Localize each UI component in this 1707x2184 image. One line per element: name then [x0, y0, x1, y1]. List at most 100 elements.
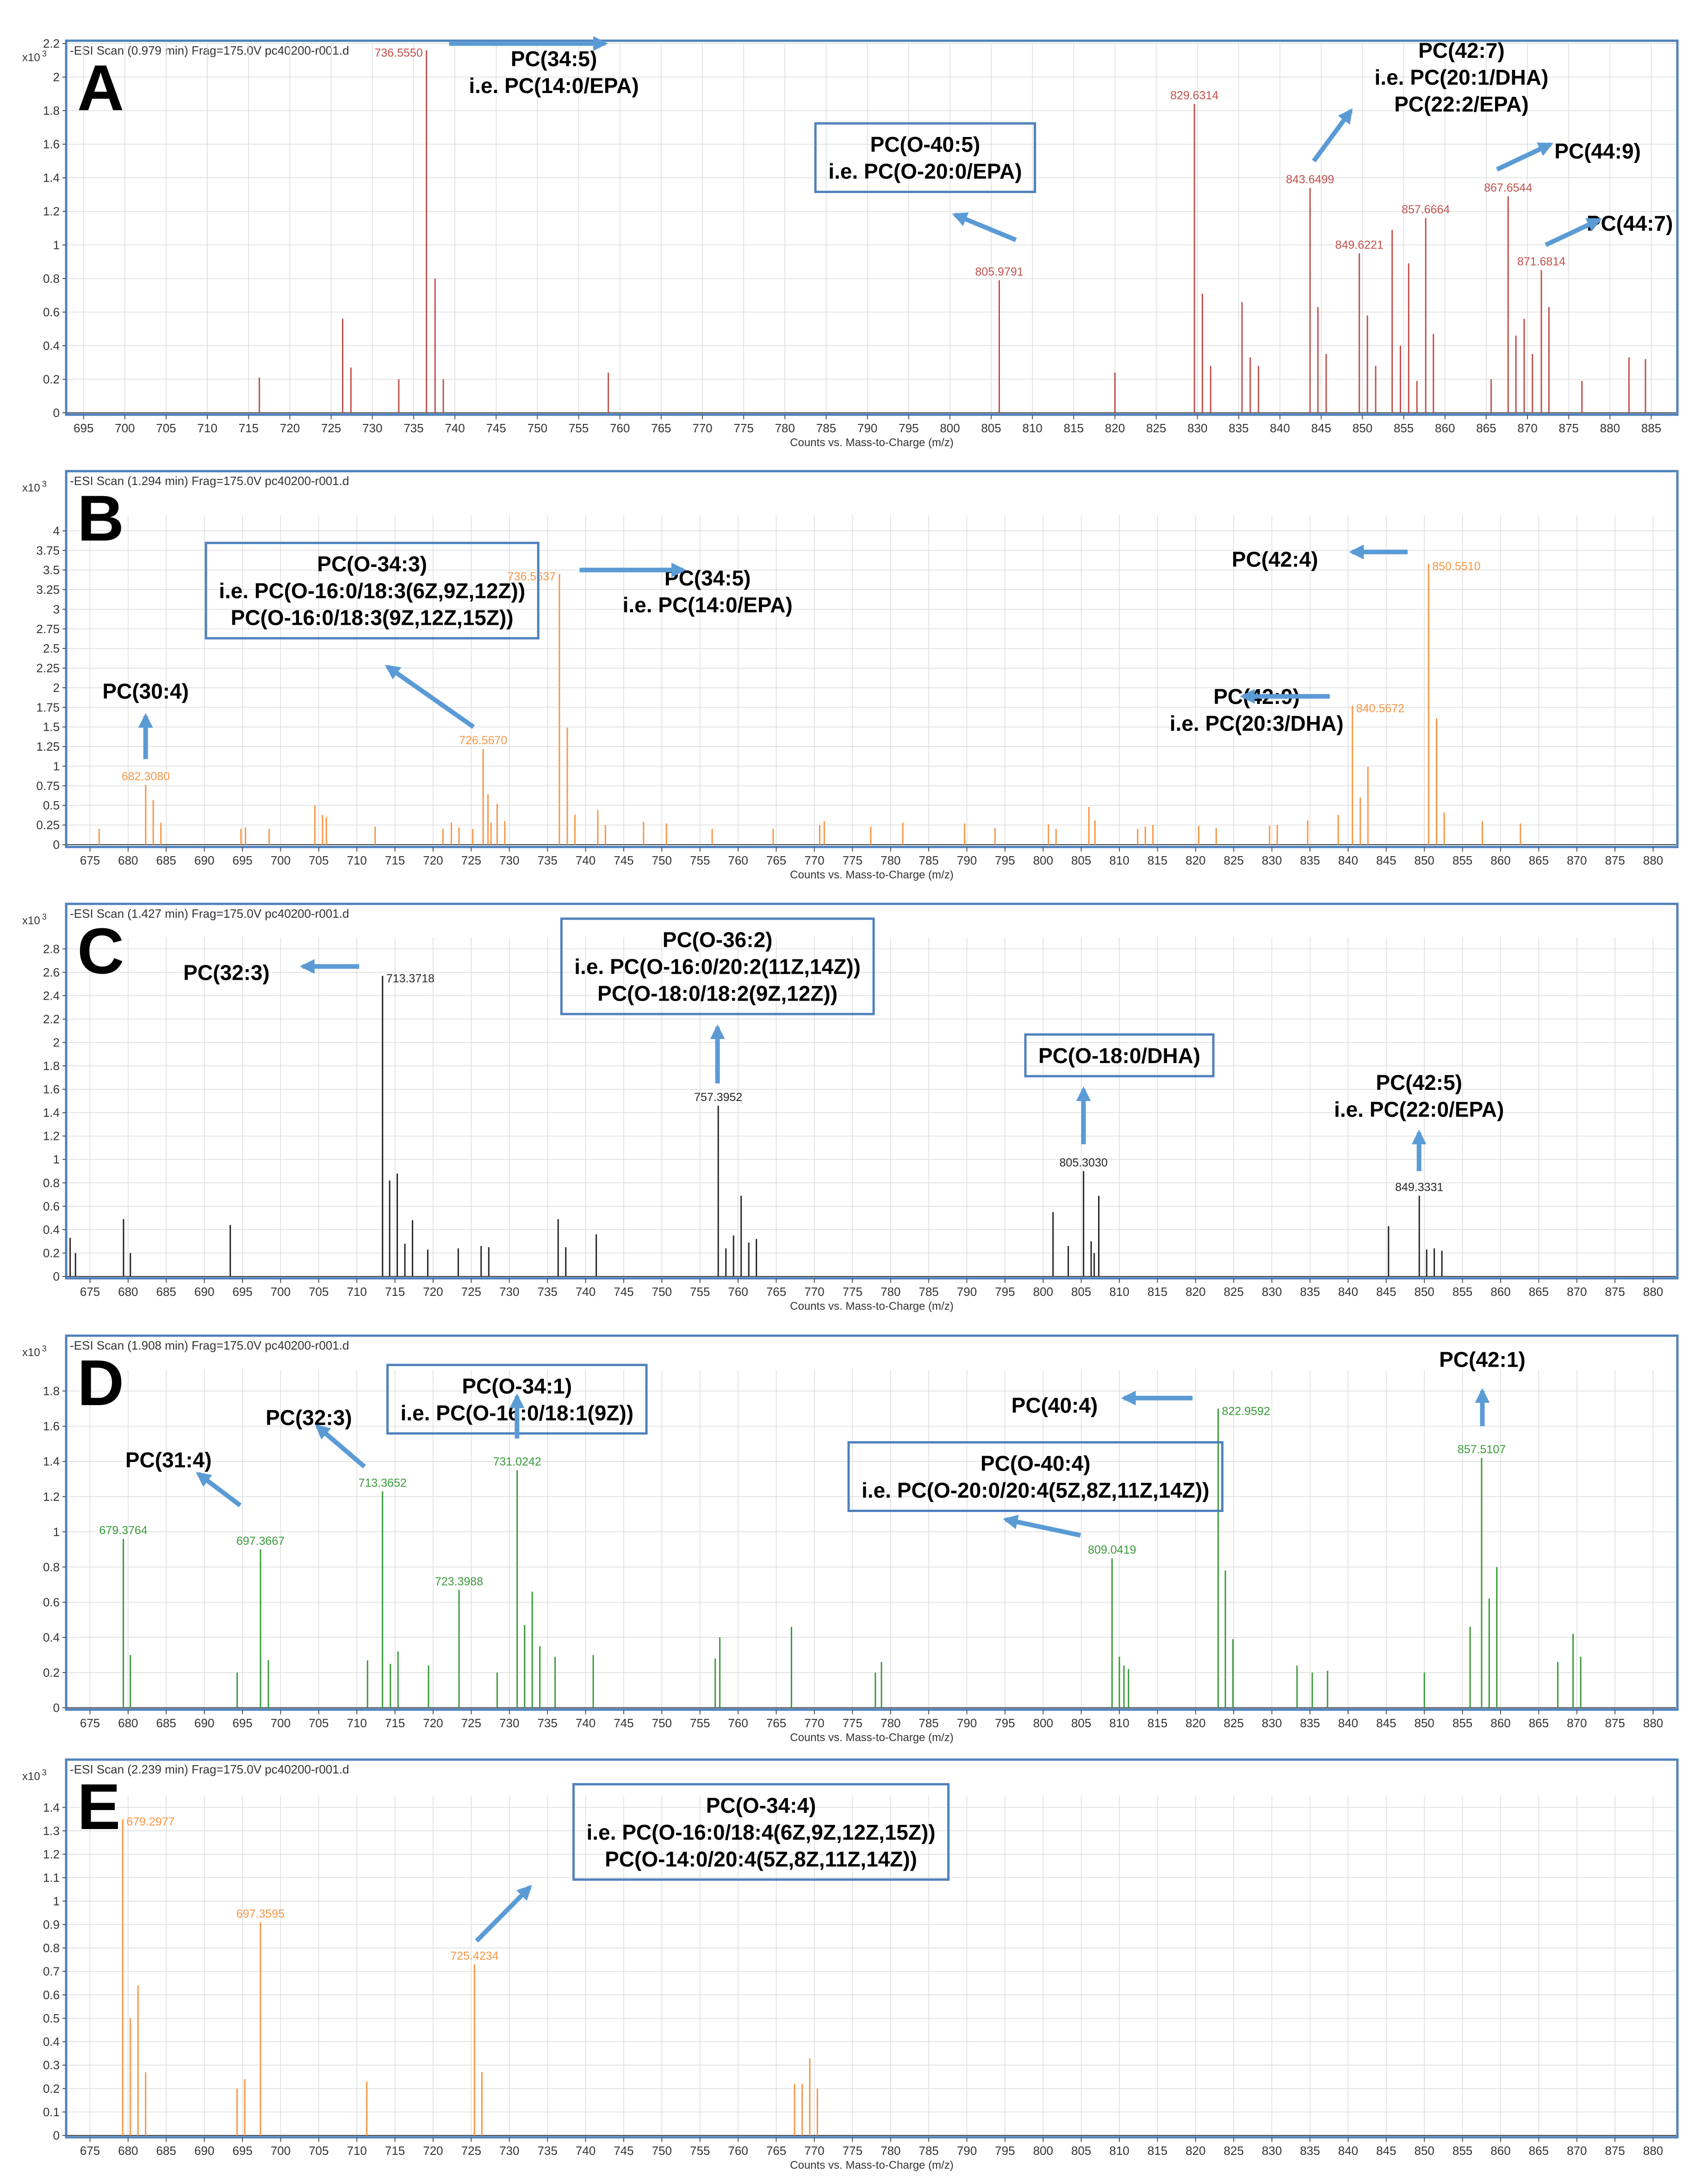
- x-tick-label: 765: [766, 853, 786, 867]
- x-tick-label: 845: [1311, 421, 1331, 435]
- y-tick-label: 0.5: [43, 2011, 60, 2025]
- x-tick-label: 775: [733, 421, 753, 435]
- x-tick-label: 725: [321, 421, 341, 435]
- x-tick-label: 775: [843, 1716, 863, 1730]
- y-tick-label: 1.3: [43, 1824, 60, 1838]
- x-tick-label: 685: [156, 1285, 176, 1299]
- x-tick-label: 775: [843, 2144, 863, 2158]
- panel-letter: A: [77, 51, 124, 124]
- x-tick-label: 775: [843, 1285, 863, 1299]
- x-tick-label: 810: [1109, 1716, 1129, 1730]
- peak-mz-label: 857.6664: [1402, 203, 1450, 216]
- x-tick-label: 750: [652, 2144, 672, 2158]
- x-tick-label: 870: [1567, 1285, 1587, 1299]
- annotation: PC(34:5)i.e. PC(14:0/EPA): [579, 562, 793, 617]
- annotation: PC(O-34:3) i.e. PC(O-16:0/18:3(6Z,9Z,12Z)…: [205, 541, 540, 729]
- x-tick-label: 715: [385, 853, 405, 867]
- x-tick-label: 855: [1453, 2144, 1472, 2158]
- y-tick-label: 0.8: [43, 1176, 60, 1190]
- annotation: PC(O-34:4) i.e. PC(O-16:0/18:4(6Z,9Z,12Z,…: [475, 1783, 950, 1943]
- x-tick-label: 680: [118, 853, 138, 867]
- peak-mz-label: 697.3595: [236, 1907, 285, 1920]
- x-tick-label: 705: [156, 421, 176, 435]
- annotation-text: i.e. PC(20:1/DHA): [1375, 65, 1549, 89]
- peak-mz-label: 805.3030: [1060, 1157, 1108, 1170]
- x-tick-label: 785: [816, 421, 836, 435]
- x-tick-label: 780: [881, 853, 900, 867]
- x-tick-label: 850: [1415, 853, 1434, 867]
- x-tick-label: 825: [1146, 421, 1166, 435]
- x-tick-label: 765: [651, 421, 671, 435]
- x-tick-label: 810: [1109, 2144, 1129, 2158]
- y-tick-label: 0.2: [43, 2082, 60, 2096]
- x-tick-label: 735: [537, 1285, 557, 1299]
- peaks: [122, 1819, 819, 2135]
- panel-letter: D: [77, 1346, 124, 1419]
- x-tick-label: 820: [1186, 853, 1205, 867]
- x-tick-label: 740: [445, 421, 465, 435]
- x-tick-label: 845: [1376, 2144, 1396, 2158]
- x-tick-label: 800: [1033, 1285, 1053, 1299]
- x-tick-label: 825: [1224, 1285, 1244, 1299]
- y-tick-label: 0.8: [43, 1941, 60, 1955]
- x-tick-label: 790: [957, 853, 977, 867]
- x-tick-label: 785: [919, 853, 938, 867]
- annotation: PC(31:4): [125, 1448, 242, 1507]
- peak-mz-label: 757.3952: [694, 1091, 742, 1104]
- x-tick-label: 825: [1224, 1716, 1244, 1730]
- annotation-text: PC(44:9): [1554, 139, 1641, 163]
- annotation-arrow: [1003, 1514, 1081, 1538]
- x-tick-label: 830: [1262, 1285, 1282, 1299]
- x-tick-label: 725: [461, 1716, 481, 1730]
- grid: [67, 1370, 1676, 1708]
- panel-a: x10 3 -ESI Scan (0.979 min) Frag=175.0V pc…: [22, 36, 1679, 449]
- x-tick-label: 865: [1529, 1285, 1549, 1299]
- x-tick-label: 760: [728, 2144, 748, 2158]
- annotation-arrow: [475, 1885, 532, 1943]
- x-tick-label: 860: [1490, 853, 1510, 867]
- y-tick-label: 0.8: [43, 272, 60, 286]
- annotation-text: PC(O-40:4): [981, 1451, 1091, 1475]
- x-tick-label: 695: [232, 853, 252, 867]
- x-tick-label: 815: [1148, 2144, 1167, 2158]
- annotation: PC(32:3): [266, 1406, 366, 1468]
- x-tick-label: 695: [232, 1716, 252, 1730]
- x-tick-label: 715: [385, 1716, 405, 1730]
- x-tick-label: 845: [1376, 1716, 1396, 1730]
- x-tick-label: 745: [486, 421, 506, 435]
- x-tick-label: 715: [385, 1285, 405, 1299]
- x-tick-label: 760: [728, 1285, 748, 1299]
- y-exponent-label: x10 3: [22, 912, 47, 927]
- y-tick-label: 2.4: [43, 989, 60, 1002]
- x-tick-label: 720: [280, 421, 300, 435]
- x-tick-label: 875: [1559, 421, 1579, 435]
- y-tick-label: 0.8: [43, 1560, 60, 1574]
- x-tick-label: 690: [194, 1285, 214, 1299]
- x-tick-label: 680: [118, 1285, 138, 1299]
- peak-mz-label: 713.3718: [386, 972, 435, 985]
- scan-header: -ESI Scan (2.239 min) Frag=175.0V pc4020…: [70, 1762, 349, 1776]
- x-tick-label: 700: [271, 2144, 291, 2158]
- peak-mz-label: 843.6499: [1286, 173, 1334, 186]
- peaks: [69, 976, 1443, 1276]
- x-tick-label: 700: [271, 1285, 291, 1299]
- y-tick-label: 0.6: [43, 1199, 60, 1213]
- x-tick-label: 705: [309, 853, 329, 867]
- x-tick-label: 770: [804, 1716, 824, 1730]
- x-tick-label: 850: [1353, 421, 1372, 435]
- x-tick-label: 840: [1338, 1285, 1358, 1299]
- x-axis-label: Counts vs. Mass-to-Charge (m/z): [790, 869, 953, 881]
- y-tick-label: 0.4: [43, 1630, 60, 1644]
- x-tick-label: 755: [569, 421, 589, 435]
- peaks: [258, 50, 1646, 413]
- annotation: PC(42:9)i.e. PC(20:3/DHA): [1170, 684, 1344, 735]
- x-tick-label: 865: [1529, 2144, 1549, 2158]
- x-tick-label: 760: [610, 421, 630, 435]
- annotation-text: PC(O-16:0/18:3(9Z,12Z,15Z)): [231, 606, 514, 630]
- x-tick-label: 680: [118, 2144, 138, 2158]
- peak-mz-label: 867.6544: [1484, 181, 1532, 194]
- annotation: PC(44:7): [1545, 212, 1673, 247]
- y-tick-label: 1.4: [43, 171, 60, 185]
- x-tick-label: 835: [1229, 421, 1248, 435]
- annotation-text: PC(31:4): [125, 1448, 212, 1472]
